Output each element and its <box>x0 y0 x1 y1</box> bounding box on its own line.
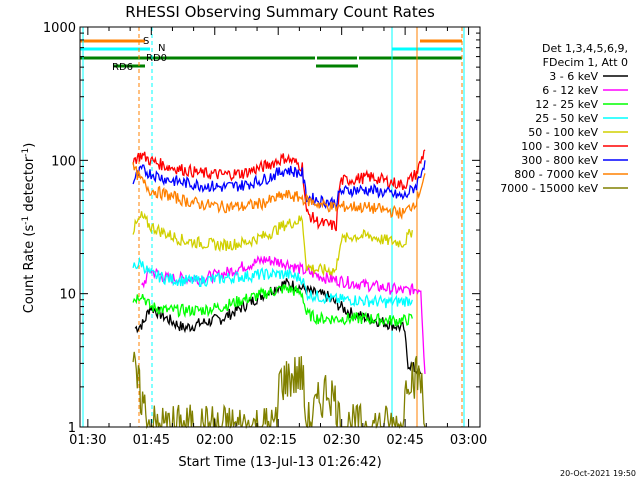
flag-label-1: N <box>158 43 165 54</box>
flag-label-0: S <box>143 36 149 47</box>
legend-label-4: 50 - 100 keV <box>528 126 598 139</box>
legend-label-0: 3 - 6 keV <box>549 70 598 83</box>
y-tick-label-3: 1000 <box>43 21 76 36</box>
plot-marks: SN RD6 RD0 <box>80 27 465 430</box>
legend-header-line1: Det 1,3,4,5,6,9, <box>542 42 628 55</box>
x-tick-label-2: 02:00 <box>196 433 233 448</box>
x-tick-label-1: 01:45 <box>133 433 170 448</box>
legend-label-2: 12 - 25 keV <box>535 98 598 111</box>
series-line-4 <box>132 211 413 277</box>
y-label-exp2: -1 <box>21 148 31 157</box>
y-tick-label-0: 1 <box>68 421 76 436</box>
series-line-1 <box>141 255 426 374</box>
series-line-2 <box>132 284 413 327</box>
series-line-6 <box>132 160 426 210</box>
axes: 01:30 01:45 02:00 02:15 02:30 02:45 03:00 1 10 10… <box>43 21 487 448</box>
x-axis-label: Start Time (13-Jul-13 01:26:42) <box>178 455 381 470</box>
footer-date: 20-Oct-2021 19:50 <box>560 469 636 478</box>
legend-label-6: 300 - 800 keV <box>521 154 598 167</box>
legend-header-line2: FDecim 1, Att 0 <box>543 56 628 69</box>
y-tick-label-1: 10 <box>59 288 76 303</box>
flag-label-2: RD6 <box>112 62 133 73</box>
series-line-5 <box>132 149 426 232</box>
y-label-part1: Count Rate (s <box>22 225 37 314</box>
x-tick-label-5: 02:45 <box>386 433 423 448</box>
x-tick-label-3: 02:15 <box>259 433 296 448</box>
series-line-0 <box>134 278 422 378</box>
y-label-part3: ) <box>22 143 37 148</box>
series-line-7 <box>132 162 426 221</box>
y-label-part2: detector <box>22 156 37 216</box>
y-axis-label: Count Rate (s-1 detector-1) <box>21 143 37 314</box>
x-tick-label-6: 03:00 <box>450 433 487 448</box>
legend-label-3: 25 - 50 keV <box>535 112 598 125</box>
y-tick-label-2: 100 <box>51 154 76 169</box>
legend-label-5: 100 - 300 keV <box>521 140 598 153</box>
x-tick-label-0: 01:30 <box>69 433 106 448</box>
legend-label-7: 800 - 7000 keV <box>514 168 598 181</box>
series-line-3 <box>132 256 413 309</box>
x-tick-label-4: 02:30 <box>323 433 360 448</box>
chart-title: RHESSI Observing Summary Count Rates <box>125 3 435 21</box>
flag-label-3: RD0 <box>146 53 167 64</box>
plot-frame <box>79 26 481 428</box>
legend-label-8: 7000 - 15000 keV <box>500 182 598 195</box>
legend-label-1: 6 - 12 keV <box>542 84 598 97</box>
y-label-exp1: -1 <box>21 216 31 225</box>
series-line-8 <box>132 351 426 430</box>
